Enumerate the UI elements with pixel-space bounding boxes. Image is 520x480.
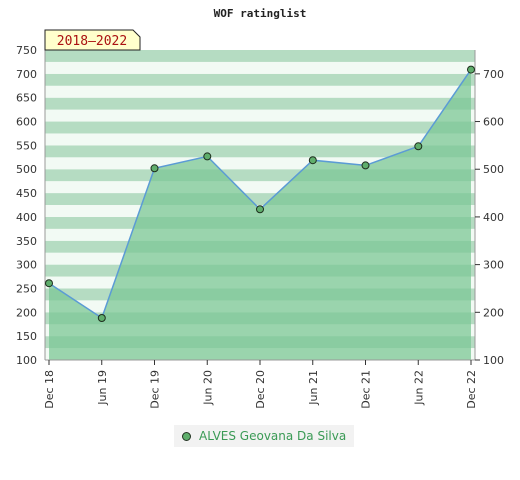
left-tick-label: 350 [16, 235, 37, 248]
left-tick-label: 700 [16, 68, 37, 81]
data-point [414, 142, 423, 151]
left-tick-label: 600 [16, 116, 37, 129]
left-tick-label: 750 [16, 44, 37, 57]
left-tick-label: 500 [16, 163, 37, 176]
background-band [45, 121, 475, 134]
legend-marker-icon [182, 431, 191, 441]
left-tick-label: 200 [16, 306, 37, 319]
background-band [45, 169, 475, 182]
x-axis-ticks: Dec 18 Jun 19 Dec 19 Jun 20 Dec 20 Jun 21 Dec … [43, 360, 478, 409]
background-band [45, 61, 475, 74]
left-tick-label: 150 [16, 330, 37, 343]
background-band [45, 181, 475, 194]
chart-title: WOF ratinglist [214, 7, 307, 20]
right-tick-label: 300 [483, 259, 504, 272]
data-point [203, 152, 212, 161]
data-point [97, 314, 106, 322]
right-tick-label: 500 [483, 163, 504, 176]
left-tick-label: 550 [16, 139, 37, 152]
x-tick-label: Dec 21 [360, 370, 373, 409]
x-tick-label: Dec 19 [149, 370, 162, 409]
series-area [49, 69, 471, 360]
left-y-axis-ticks: 100 150 200 250 300 350 400 450 500 550 600 650 700 7… [16, 44, 37, 367]
x-tick-label: Dec 18 [43, 370, 56, 409]
background-band [45, 193, 475, 205]
x-tick-label: Dec 20 [254, 370, 267, 409]
x-tick-label: Jun 21 [307, 370, 320, 406]
x-tick-label: Jun 20 [201, 370, 214, 406]
x-tick-label: Jun 19 [96, 370, 109, 406]
data-point [256, 205, 264, 214]
left-tick-label: 400 [16, 211, 37, 224]
x-tick-label: Jun 22 [412, 370, 425, 406]
right-tick-label: 700 [483, 68, 504, 81]
legend: ALVES Geovana Da Silva [174, 425, 355, 447]
data-point [150, 164, 159, 173]
background-band [45, 85, 475, 98]
background-band [45, 50, 475, 62]
right-tick-label: 200 [483, 306, 504, 319]
left-tick-label: 100 [16, 354, 37, 367]
left-tick-label: 250 [16, 282, 37, 295]
background-band [45, 145, 475, 158]
right-y-axis-ticks: 100 200 300 400 500 600 700 [475, 68, 504, 367]
data-point [361, 161, 370, 170]
legend-label: ALVES Geovana Da Silva [199, 429, 347, 443]
data-point [467, 65, 475, 74]
data-point [45, 279, 53, 288]
x-tick-label: Dec 22 [465, 370, 478, 409]
background-band [45, 97, 475, 110]
left-tick-label: 650 [16, 92, 37, 105]
background-band [45, 133, 475, 146]
left-tick-label: 300 [16, 259, 37, 272]
background-band [45, 109, 475, 122]
period-badge: 2018–2022 [44, 29, 141, 51]
data-markers [45, 65, 475, 322]
left-tick-label: 450 [16, 187, 37, 200]
period-badge-label: 2018–2022 [57, 34, 127, 49]
right-tick-label: 400 [483, 211, 504, 224]
right-tick-label: 100 [483, 354, 504, 367]
background-band [45, 157, 475, 170]
data-point [308, 156, 317, 165]
background-band [45, 73, 475, 86]
right-tick-label: 600 [483, 116, 504, 129]
